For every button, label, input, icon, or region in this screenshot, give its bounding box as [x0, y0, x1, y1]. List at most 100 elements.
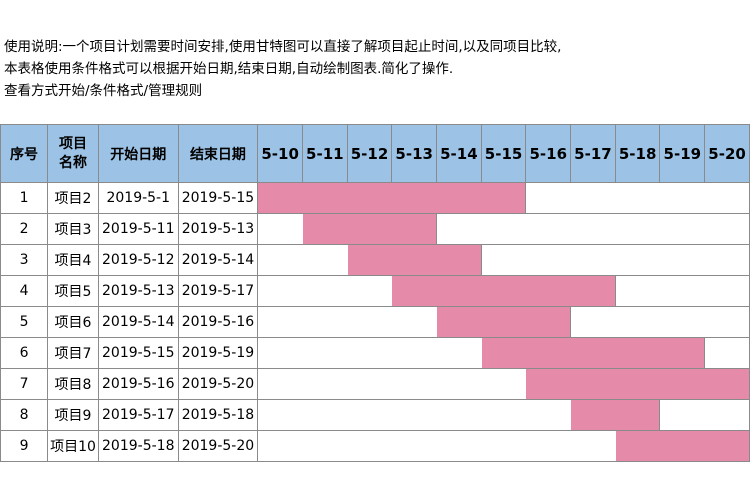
header-day-5-13[interactable]: 5-13	[391, 124, 438, 183]
gantt-empty-cell[interactable]	[301, 430, 348, 462]
gantt-empty-cell[interactable]	[346, 275, 393, 307]
gantt-empty-cell[interactable]	[480, 399, 527, 431]
header-day-5-17[interactable]: 5-17	[570, 124, 616, 183]
gantt-bar-cell[interactable]	[480, 337, 527, 369]
header-day-5-12[interactable]: 5-12	[346, 124, 393, 183]
gantt-empty-cell[interactable]	[704, 399, 750, 431]
gantt-empty-cell[interactable]	[659, 399, 706, 431]
header-day-5-14[interactable]: 5-14	[436, 124, 482, 183]
gantt-empty-cell[interactable]	[525, 399, 572, 431]
gantt-empty-cell[interactable]	[614, 244, 661, 276]
gantt-empty-cell[interactable]	[257, 368, 303, 400]
gantt-empty-cell[interactable]	[614, 306, 661, 338]
gantt-empty-cell[interactable]	[436, 430, 482, 462]
row-project-name[interactable]: 项目5	[47, 275, 99, 307]
row-seq[interactable]: 2	[0, 213, 49, 245]
gantt-empty-cell[interactable]	[570, 213, 616, 245]
gantt-empty-cell[interactable]	[346, 368, 393, 400]
gantt-bar-cell[interactable]	[614, 430, 661, 462]
gantt-empty-cell[interactable]	[391, 399, 438, 431]
row-seq[interactable]: 9	[0, 430, 49, 462]
gantt-bar-cell[interactable]	[570, 275, 616, 307]
row-project-name[interactable]: 项目2	[47, 182, 99, 214]
gantt-bar-cell[interactable]	[704, 368, 750, 400]
gantt-empty-cell[interactable]	[570, 182, 616, 214]
gantt-empty-cell[interactable]	[301, 399, 348, 431]
header-end-date[interactable]: 结束日期	[177, 124, 259, 183]
header-day-5-10[interactable]: 5-10	[257, 124, 303, 183]
gantt-empty-cell[interactable]	[704, 306, 750, 338]
gantt-empty-cell[interactable]	[525, 182, 572, 214]
gantt-empty-cell[interactable]	[257, 399, 303, 431]
row-start-date[interactable]: 2019-5-18	[97, 430, 179, 462]
gantt-bar-cell[interactable]	[614, 368, 661, 400]
gantt-bar-cell[interactable]	[525, 275, 572, 307]
gantt-empty-cell[interactable]	[570, 430, 616, 462]
row-project-name[interactable]: 项目7	[47, 337, 99, 369]
row-project-name[interactable]: 项目8	[47, 368, 99, 400]
gantt-empty-cell[interactable]	[391, 306, 438, 338]
gantt-bar-cell[interactable]	[525, 306, 572, 338]
gantt-bar-cell[interactable]	[346, 244, 393, 276]
gantt-empty-cell[interactable]	[659, 182, 706, 214]
gantt-empty-cell[interactable]	[704, 182, 750, 214]
gantt-bar-cell[interactable]	[570, 337, 616, 369]
gantt-empty-cell[interactable]	[301, 368, 348, 400]
gantt-bar-cell[interactable]	[301, 213, 348, 245]
row-start-date[interactable]: 2019-5-1	[97, 182, 179, 214]
gantt-bar-cell[interactable]	[525, 368, 572, 400]
row-end-date[interactable]: 2019-5-14	[177, 244, 259, 276]
header-name[interactable]: 项目 名称	[47, 124, 99, 183]
gantt-empty-cell[interactable]	[257, 275, 303, 307]
row-end-date[interactable]: 2019-5-20	[177, 368, 259, 400]
gantt-empty-cell[interactable]	[391, 337, 438, 369]
header-day-5-15[interactable]: 5-15	[480, 124, 527, 183]
gantt-bar-cell[interactable]	[704, 430, 750, 462]
gantt-empty-cell[interactable]	[704, 337, 750, 369]
gantt-bar-cell[interactable]	[436, 244, 482, 276]
row-start-date[interactable]: 2019-5-15	[97, 337, 179, 369]
gantt-empty-cell[interactable]	[570, 244, 616, 276]
gantt-empty-cell[interactable]	[257, 244, 303, 276]
gantt-bar-cell[interactable]	[614, 337, 661, 369]
row-project-name[interactable]: 项目4	[47, 244, 99, 276]
gantt-empty-cell[interactable]	[570, 306, 616, 338]
gantt-empty-cell[interactable]	[436, 337, 482, 369]
row-start-date[interactable]: 2019-5-14	[97, 306, 179, 338]
row-start-date[interactable]: 2019-5-17	[97, 399, 179, 431]
gantt-bar-cell[interactable]	[301, 182, 348, 214]
gantt-empty-cell[interactable]	[257, 337, 303, 369]
row-end-date[interactable]: 2019-5-19	[177, 337, 259, 369]
header-day-5-16[interactable]: 5-16	[525, 124, 572, 183]
gantt-empty-cell[interactable]	[391, 430, 438, 462]
gantt-empty-cell[interactable]	[346, 306, 393, 338]
row-start-date[interactable]: 2019-5-13	[97, 275, 179, 307]
row-seq[interactable]: 4	[0, 275, 49, 307]
gantt-empty-cell[interactable]	[659, 275, 706, 307]
gantt-bar-cell[interactable]	[436, 182, 482, 214]
gantt-empty-cell[interactable]	[346, 430, 393, 462]
gantt-bar-cell[interactable]	[480, 306, 527, 338]
row-project-name[interactable]: 项目9	[47, 399, 99, 431]
gantt-empty-cell[interactable]	[480, 244, 527, 276]
gantt-empty-cell[interactable]	[346, 337, 393, 369]
gantt-bar-cell[interactable]	[480, 182, 527, 214]
gantt-empty-cell[interactable]	[301, 337, 348, 369]
gantt-empty-cell[interactable]	[257, 213, 303, 245]
gantt-bar-cell[interactable]	[614, 399, 661, 431]
gantt-bar-cell[interactable]	[391, 275, 438, 307]
header-day-5-18[interactable]: 5-18	[614, 124, 661, 183]
gantt-bar-cell[interactable]	[659, 430, 706, 462]
gantt-bar-cell[interactable]	[346, 182, 393, 214]
row-seq[interactable]: 1	[0, 182, 49, 214]
gantt-empty-cell[interactable]	[257, 306, 303, 338]
gantt-empty-cell[interactable]	[301, 275, 348, 307]
gantt-bar-cell[interactable]	[570, 399, 616, 431]
gantt-empty-cell[interactable]	[614, 182, 661, 214]
gantt-empty-cell[interactable]	[480, 213, 527, 245]
row-project-name[interactable]: 项目6	[47, 306, 99, 338]
gantt-empty-cell[interactable]	[659, 213, 706, 245]
gantt-empty-cell[interactable]	[614, 275, 661, 307]
row-start-date[interactable]: 2019-5-12	[97, 244, 179, 276]
row-seq[interactable]: 5	[0, 306, 49, 338]
